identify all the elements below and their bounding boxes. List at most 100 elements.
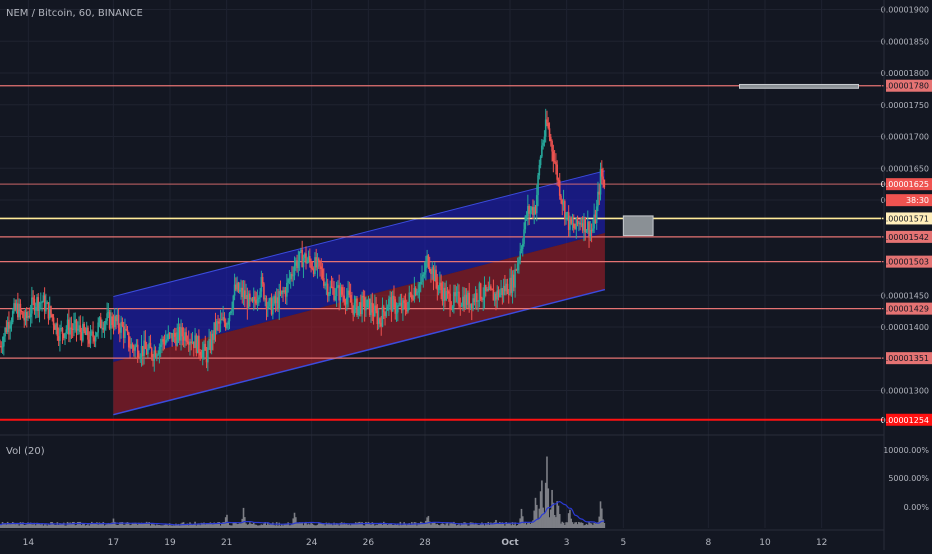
candle-body [144, 340, 147, 349]
candle-body [467, 292, 469, 305]
volume-bar [103, 525, 106, 528]
candle-body [476, 293, 478, 302]
candle-body [414, 287, 417, 295]
candle-body [310, 261, 312, 269]
volume-bar [431, 522, 434, 528]
channel-lower-zone[interactable] [113, 233, 605, 415]
rectangle-box[interactable] [739, 83, 859, 89]
candle-body [38, 302, 41, 312]
candle-body [91, 331, 93, 333]
candle-body [460, 305, 463, 307]
candle-body [45, 303, 47, 312]
rectangle-box[interactable] [622, 215, 654, 237]
candle-body [83, 323, 85, 331]
candle-body [115, 316, 117, 322]
candle-body [371, 302, 374, 313]
candle-body [259, 291, 261, 298]
volume-bar [502, 523, 505, 528]
volume-bar [388, 523, 390, 528]
volume-bar [168, 523, 171, 528]
candle-body [212, 333, 214, 340]
candle-body [92, 331, 94, 338]
candle-body [34, 307, 37, 311]
horizontal-levels[interactable] [0, 85, 884, 421]
candle-body [24, 312, 27, 321]
candle-body [325, 283, 328, 285]
volume-bar [119, 522, 121, 528]
candle-body [400, 302, 403, 311]
volume-bar [566, 522, 569, 528]
candle-body [201, 349, 204, 358]
candle-body [282, 290, 284, 293]
candle-body [143, 340, 145, 356]
candle-body [228, 313, 231, 322]
volume-bar [569, 509, 571, 528]
rectangle-drawings[interactable] [622, 83, 859, 237]
volume-bar [270, 523, 273, 528]
volume-bar [110, 522, 112, 528]
candle-body [269, 298, 272, 301]
volume-bar [138, 522, 140, 528]
volume-bar [13, 522, 15, 528]
volume-bar [84, 525, 87, 528]
volume-bar [96, 522, 98, 528]
volume-bar [528, 522, 530, 528]
candle-body [29, 313, 32, 318]
candle-body [324, 283, 326, 286]
symbol-title[interactable]: NEM / Bitcoin, 60, BINANCE [6, 8, 143, 19]
volume-label[interactable]: Vol (20) [6, 446, 45, 457]
channel-lower-line[interactable] [113, 288, 606, 416]
candle-body [524, 216, 527, 230]
candle-body [514, 269, 516, 288]
volume-bar [98, 522, 101, 528]
candle-body [333, 288, 335, 300]
time-axis[interactable]: 14 17 19 21 24 26 28 Oct 3 5 8 10 12 [0, 529, 884, 550]
volume-bar [334, 524, 337, 528]
candle-body [85, 327, 88, 335]
candle-body [159, 344, 162, 347]
volume-bar [73, 521, 75, 528]
volume-bar [575, 522, 578, 528]
time-axis-background [0, 530, 884, 550]
candle-body [209, 339, 212, 350]
candle-body [210, 333, 213, 350]
candle-body [246, 294, 249, 309]
volume-bar [548, 517, 551, 528]
candle-body [570, 217, 572, 224]
candle-body [232, 295, 235, 309]
volume-bar [356, 523, 358, 528]
price-tick-label: 0.00001300 [881, 387, 929, 396]
candle-body [312, 268, 315, 275]
volume-bar [107, 522, 110, 528]
volume-bar [572, 524, 575, 528]
candle-body [70, 327, 73, 329]
price-level-tag [886, 302, 932, 315]
candle-body [329, 286, 332, 294]
volume-bar [323, 523, 325, 528]
candle-body [342, 294, 344, 296]
candle-body [50, 306, 52, 315]
price-level-label: 0.00001571 [881, 214, 929, 223]
candle-body [575, 217, 578, 230]
candle-body [495, 293, 497, 300]
candle-body [256, 298, 259, 304]
candle-body [196, 335, 199, 354]
volume-bar [567, 513, 570, 528]
candle-body [399, 302, 402, 305]
volume-bar [561, 521, 564, 528]
candle-body [579, 222, 581, 225]
volume-bar [99, 523, 102, 528]
candle-body [315, 257, 317, 268]
price-axis[interactable]: 0.00001900 0.00001850 0.00001800 0.00001750… [881, 0, 932, 550]
volume-bar [297, 523, 300, 528]
candle-body [74, 319, 77, 324]
candle-body [186, 341, 189, 343]
volume-bar [539, 491, 542, 528]
channel-upper-line[interactable] [113, 170, 606, 298]
candle-body [357, 306, 360, 316]
volume-bar [474, 522, 477, 528]
candle-body [416, 292, 418, 295]
volume-bar [252, 522, 255, 528]
volume-bar [139, 522, 142, 528]
